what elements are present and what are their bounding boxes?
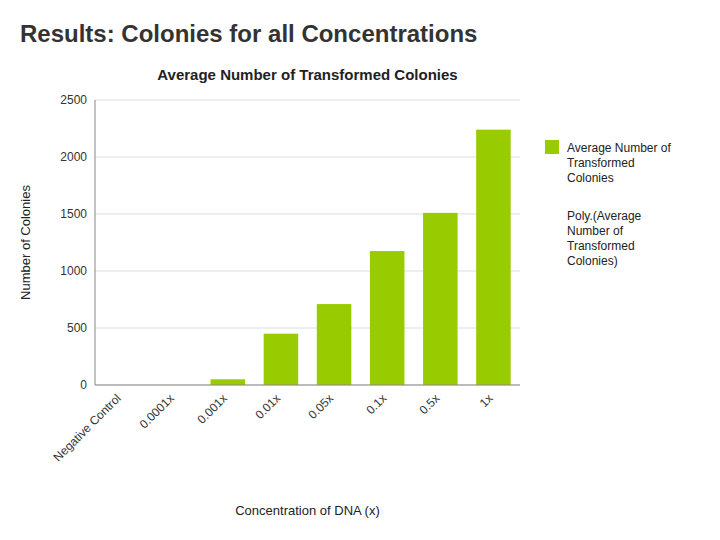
y-tick-label: 0 — [80, 378, 87, 392]
y-tick-label: 2500 — [60, 93, 87, 107]
legend-annotation: Poly.(AverageNumber ofTransformedColonie… — [567, 209, 642, 268]
grid-line — [95, 100, 520, 101]
y-axis-line — [95, 100, 96, 385]
chart-title: Average Number of Transformed Colonies — [157, 66, 457, 83]
x-tick-label: 1x — [477, 391, 496, 410]
x-tick-label: 0.1x — [363, 391, 389, 417]
y-tick-label: 1500 — [60, 207, 87, 221]
page-title: Results: Colonies for all Concentrations — [20, 20, 477, 47]
x-axis-title: Concentration of DNA (x) — [235, 503, 380, 518]
bar — [317, 304, 352, 385]
chart-svg: Results: Colonies for all Concentrations… — [0, 0, 720, 540]
x-tick-label: 0.5x — [416, 391, 442, 417]
y-tick-label: 500 — [67, 321, 87, 335]
y-axis-title: Number of Colonies — [18, 185, 33, 300]
bar — [476, 130, 511, 385]
legend-label: Average Number ofTransformedColonies — [567, 141, 672, 185]
legend: Average Number ofTransformedColonies Poly… — [545, 140, 672, 268]
y-grid — [95, 100, 520, 385]
bar — [264, 334, 299, 385]
x-tick-label: 0.01x — [252, 391, 283, 422]
bar — [370, 251, 405, 385]
grid-line — [95, 157, 520, 158]
x-tick-label: 0.001x — [195, 391, 230, 426]
bar — [211, 379, 246, 385]
bar — [423, 213, 458, 385]
x-axis-line — [95, 385, 520, 386]
legend-swatch — [545, 140, 559, 154]
x-tick-label: Negative Control — [51, 391, 124, 464]
grid-line — [95, 385, 520, 386]
x-tick-label: 0.0001x — [137, 391, 177, 431]
x-tick-label: 0.05x — [306, 391, 337, 422]
bars — [211, 130, 511, 385]
y-tick-label: 1000 — [60, 264, 87, 278]
y-tick-label: 2000 — [60, 150, 87, 164]
